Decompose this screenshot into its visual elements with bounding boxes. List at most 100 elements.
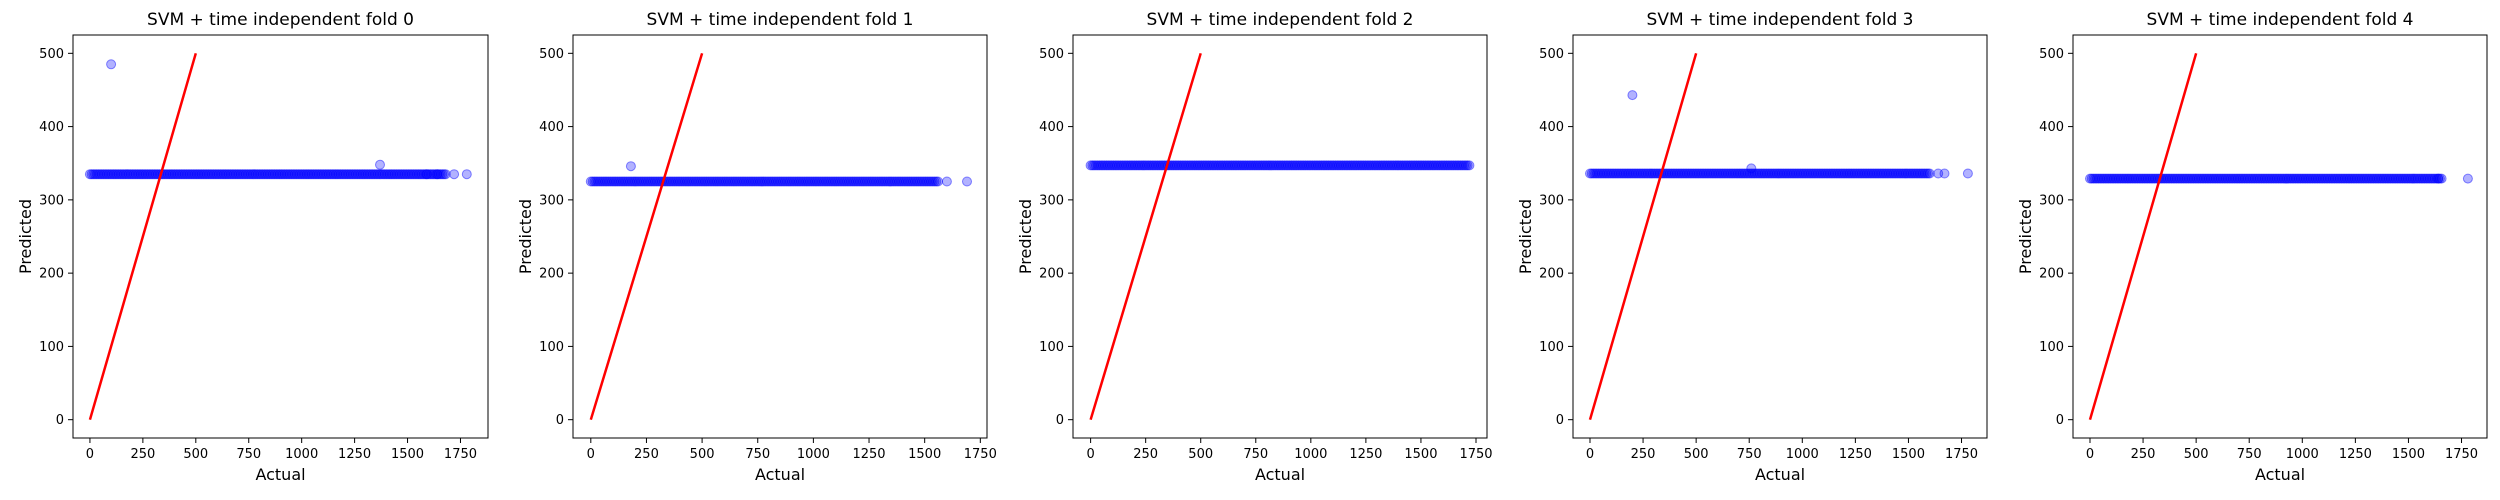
- data-point: [433, 169, 444, 180]
- data-point: [2334, 173, 2345, 184]
- data-point: [328, 169, 339, 180]
- data-point: [1817, 168, 1828, 179]
- data-point: [1775, 168, 1786, 179]
- data-point: [1797, 168, 1808, 179]
- data-point: [685, 176, 696, 187]
- data-point: [289, 169, 300, 180]
- data-point: [1591, 168, 1602, 179]
- data-point: [822, 176, 833, 187]
- x-tick-label: 0: [2086, 447, 2094, 462]
- data-point: [2278, 173, 2289, 184]
- data-point: [1737, 168, 1748, 179]
- x-tick-label: 1500: [2392, 447, 2425, 462]
- y-tick-label: 300: [2039, 193, 2064, 208]
- x-axis-label: Actual: [255, 465, 305, 484]
- data-point: [1136, 160, 1147, 171]
- data-point: [1895, 168, 1906, 179]
- data-point: [628, 176, 639, 187]
- data-point: [311, 169, 322, 180]
- data-point: [877, 176, 888, 187]
- data-point: [2085, 173, 2095, 184]
- data-point: [1108, 160, 1119, 171]
- data-point: [1848, 168, 1859, 179]
- data-point: [680, 176, 691, 187]
- x-tick-label: 1500: [1892, 447, 1925, 462]
- data-point: [592, 176, 603, 187]
- data-point: [1882, 168, 1893, 179]
- data-point: [1124, 160, 1135, 171]
- data-point: [1639, 168, 1650, 179]
- data-point: [2261, 173, 2272, 184]
- data-point: [819, 176, 830, 187]
- data-point: [2246, 173, 2257, 184]
- data-point: [144, 169, 155, 180]
- data-point: [1381, 160, 1392, 171]
- data-point: [2197, 173, 2208, 184]
- data-point: [842, 176, 853, 187]
- data-point: [362, 169, 373, 180]
- axes-frame: [1572, 34, 1988, 439]
- data-point: [203, 169, 214, 180]
- data-point: [379, 169, 390, 180]
- data-point: [1462, 160, 1473, 171]
- data-point: [2271, 173, 2282, 184]
- data-point: [1254, 160, 1265, 171]
- data-point: [418, 169, 429, 180]
- data-point: [357, 169, 368, 180]
- data-point: [1413, 160, 1424, 171]
- data-point: [1129, 160, 1140, 171]
- data-point: [2242, 173, 2253, 184]
- data-point: [1430, 160, 1441, 171]
- data-point: [2161, 173, 2172, 184]
- data-point: [130, 169, 141, 180]
- chart-panel-3: SVM + time independent fold 3 0 250 500 750 1…: [1516, 10, 1988, 484]
- data-point: [140, 169, 151, 180]
- data-point: [1939, 168, 1950, 179]
- data-point: [1734, 168, 1745, 179]
- data-point: [1613, 168, 1624, 179]
- data-point: [461, 169, 472, 180]
- data-point: [1829, 168, 1840, 179]
- data-point: [218, 169, 229, 180]
- data-point: [2181, 173, 2192, 184]
- data-point: [179, 169, 190, 180]
- data-point: [2090, 173, 2101, 184]
- data-point: [108, 169, 119, 180]
- x-tick-label: 1750: [2445, 447, 2478, 462]
- data-point: [1253, 160, 1263, 171]
- data-point: [240, 169, 251, 180]
- data-point: [1293, 160, 1304, 171]
- data-point: [1692, 168, 1702, 179]
- data-point: [1328, 160, 1339, 171]
- data-point: [137, 169, 148, 180]
- data-point: [184, 169, 195, 180]
- data-point: [2217, 173, 2228, 184]
- data-point: [101, 169, 112, 180]
- data-point: [1731, 168, 1742, 179]
- data-point: [1279, 160, 1290, 171]
- data-point: [439, 169, 449, 180]
- data-point: [1853, 168, 1864, 179]
- data-point: [2220, 173, 2231, 184]
- y-tick-label: 500: [539, 47, 564, 62]
- data-point: [817, 176, 828, 187]
- data-point: [1337, 160, 1348, 171]
- data-point: [1632, 168, 1643, 179]
- data-point: [1085, 160, 1096, 171]
- data-point: [1233, 160, 1244, 171]
- data-point: [1355, 160, 1366, 171]
- data-point: [1630, 168, 1641, 179]
- y-tick-label: 0: [56, 413, 64, 428]
- data-point: [769, 176, 780, 187]
- data-point: [273, 169, 283, 180]
- data-point: [2292, 173, 2303, 184]
- data-point: [237, 169, 248, 180]
- data-point: [1258, 160, 1269, 171]
- reference-line: [1588, 52, 1698, 421]
- data-point: [710, 176, 721, 187]
- data-point: [1608, 168, 1619, 179]
- data-point: [1193, 160, 1204, 171]
- data-point: [1758, 168, 1769, 179]
- data-point: [831, 176, 842, 187]
- data-point: [2336, 173, 2347, 184]
